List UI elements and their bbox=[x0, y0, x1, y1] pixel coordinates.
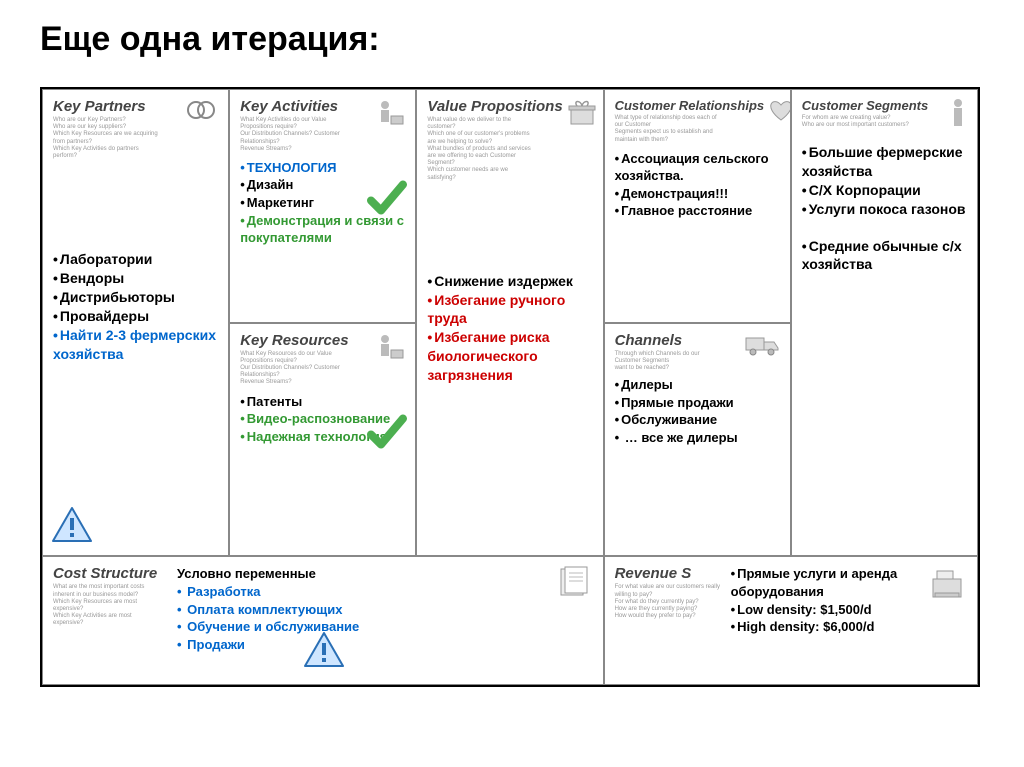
bullet-item: Большие фермерские хозяйства bbox=[802, 143, 967, 181]
bullet-item: Low density: $1,500/d bbox=[731, 601, 927, 619]
bullet-list: Ассоциация сельского хозяйства. Демонстр… bbox=[615, 150, 780, 220]
cell-title: Key Partners bbox=[53, 98, 163, 115]
bullet-item: Патенты bbox=[240, 393, 405, 411]
cell-key-activities: Key Activities What Key Activities do ou… bbox=[229, 89, 416, 323]
cell-subtext: Who are our Key Partners? Who are our ke… bbox=[53, 117, 163, 160]
bullet-item: Снижение издержек bbox=[427, 272, 592, 291]
bullet-list: Условно переменные Разработка Оплата ком… bbox=[177, 565, 555, 653]
cell-customer-relationships: Customer Relationships What type of rela… bbox=[604, 89, 791, 323]
bullet-item: Услуги покоса газонов bbox=[802, 200, 967, 219]
bullet-item: Вендоры bbox=[53, 269, 218, 288]
cell-subtext: What Key Activities do our Value Proposi… bbox=[240, 117, 350, 153]
list-heading: Условно переменные bbox=[177, 565, 555, 583]
checkmark-icon bbox=[365, 410, 409, 459]
cell-channels: Channels Through which Channels do our C… bbox=[604, 323, 791, 557]
heart-icon bbox=[768, 98, 791, 127]
bullet-item: Разработка bbox=[177, 583, 555, 601]
cell-title: Key Resources bbox=[240, 332, 350, 349]
cell-subtext: What are the most important costs inhere… bbox=[53, 584, 163, 627]
bullet-item: Средние обычные с/х хозяйства bbox=[802, 237, 967, 275]
bullet-item: Обслуживание bbox=[615, 411, 780, 429]
cell-subtext: For what value are our customers really … bbox=[615, 584, 725, 620]
bullet-item: Прямые услуги и аренда оборудования bbox=[731, 565, 927, 600]
cell-subtext: What Key Resources do our Value Proposit… bbox=[240, 351, 350, 387]
gift-icon bbox=[567, 98, 597, 131]
cell-subtext: What value do we deliver to the customer… bbox=[427, 117, 537, 182]
bullet-list: Прямые услуги и аренда оборудования Low … bbox=[731, 565, 927, 635]
cell-key-resources: Key Resources What Key Resources do our … bbox=[229, 323, 416, 557]
bullet-list: Дилеры Прямые продажи Обслуживание … все… bbox=[615, 376, 780, 446]
bullet-item: С/Х Корпорации bbox=[802, 181, 967, 200]
truck-icon bbox=[744, 332, 780, 361]
business-model-canvas: Key Partners Who are our Key Partners? W… bbox=[40, 87, 980, 687]
bullet-item: Оплата комплектующих bbox=[177, 601, 555, 619]
warning-icon bbox=[51, 506, 93, 549]
bullet-item: Ассоциация сельского хозяйства. bbox=[615, 150, 780, 185]
paper-icon bbox=[555, 565, 593, 678]
bullet-list: Лаборатории Вендоры Дистрибьюторы Провай… bbox=[53, 250, 218, 363]
bullet-item: Лаборатории bbox=[53, 250, 218, 269]
cell-title: Cost Structure bbox=[53, 565, 173, 582]
cell-title: Value Propositions bbox=[427, 98, 562, 115]
bullet-item: Избегание риска биологического загрязнен… bbox=[427, 328, 592, 385]
cell-title: Customer Relationships bbox=[615, 98, 765, 113]
bullet-list: Снижение издержек Избегание ручного труд… bbox=[427, 272, 592, 385]
cell-title: Channels bbox=[615, 332, 725, 349]
worker-icon bbox=[375, 332, 405, 365]
bullet-item: … все же дилеры bbox=[615, 429, 780, 447]
cell-subtext: Through which Channels do our Customer S… bbox=[615, 351, 725, 373]
bullet-item: Прямые продажи bbox=[615, 394, 780, 412]
checkmark-icon bbox=[365, 177, 409, 226]
cell-customer-segments: Customer Segments For whom are we creati… bbox=[791, 89, 978, 556]
bullet-item: Избегание ручного труда bbox=[427, 291, 592, 329]
bullet-list: Средние обычные с/х хозяйства bbox=[802, 237, 967, 275]
cell-title: Key Activities bbox=[240, 98, 350, 115]
bullet-list: Большие фермерские хозяйства С/Х Корпора… bbox=[802, 143, 967, 219]
cell-key-partners: Key Partners Who are our Key Partners? W… bbox=[42, 89, 229, 556]
rings-icon bbox=[184, 98, 218, 127]
page-title: Еще одна итерация: bbox=[40, 20, 984, 59]
bullet-item: Дилеры bbox=[615, 376, 780, 394]
bullet-item: Найти 2-3 фермерских хозяйства bbox=[53, 326, 218, 364]
bullet-item: ТЕХНОЛОГИЯ bbox=[240, 159, 405, 177]
cell-title: Customer Segments bbox=[802, 98, 928, 113]
bullet-item: Обучение и обслуживание bbox=[177, 618, 555, 636]
bullet-item: Провайдеры bbox=[53, 307, 218, 326]
cell-subtext: For whom are we creating value? Who are … bbox=[802, 115, 912, 129]
bullet-item: Демонстрация!!! bbox=[615, 185, 780, 203]
bullet-item: Главное расстояние bbox=[615, 202, 780, 220]
cell-cost-structure: Cost Structure What are the most importa… bbox=[42, 556, 604, 685]
bullet-item: Продажи bbox=[177, 636, 555, 654]
cell-value-propositions: Value Propositions What value do we deli… bbox=[416, 89, 603, 556]
cell-title: Revenue S bbox=[615, 565, 725, 582]
cell-revenue-streams: Revenue S For what value are our custome… bbox=[604, 556, 978, 685]
cash-register-icon bbox=[927, 565, 967, 606]
worker-icon bbox=[375, 98, 405, 131]
bullet-item: Дистрибьюторы bbox=[53, 288, 218, 307]
bullet-item: High density: $6,000/d bbox=[731, 618, 927, 636]
cell-subtext: What type of relationship does each of o… bbox=[615, 115, 725, 144]
warning-icon bbox=[303, 631, 345, 674]
person-icon bbox=[949, 98, 967, 133]
